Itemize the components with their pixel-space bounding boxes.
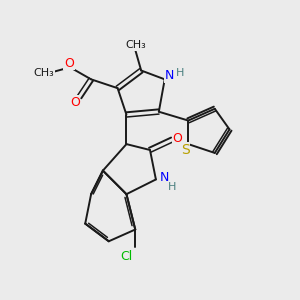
Text: CH₃: CH₃ — [125, 40, 146, 50]
Text: O: O — [172, 132, 182, 145]
Text: N: N — [159, 172, 169, 184]
Text: N: N — [164, 69, 174, 82]
Text: O: O — [70, 96, 80, 109]
Text: CH₃: CH₃ — [34, 68, 54, 78]
Text: Cl: Cl — [120, 250, 133, 262]
Text: H: H — [168, 182, 176, 192]
Text: S: S — [181, 143, 190, 157]
Text: H: H — [176, 68, 184, 78]
Text: O: O — [64, 57, 74, 70]
